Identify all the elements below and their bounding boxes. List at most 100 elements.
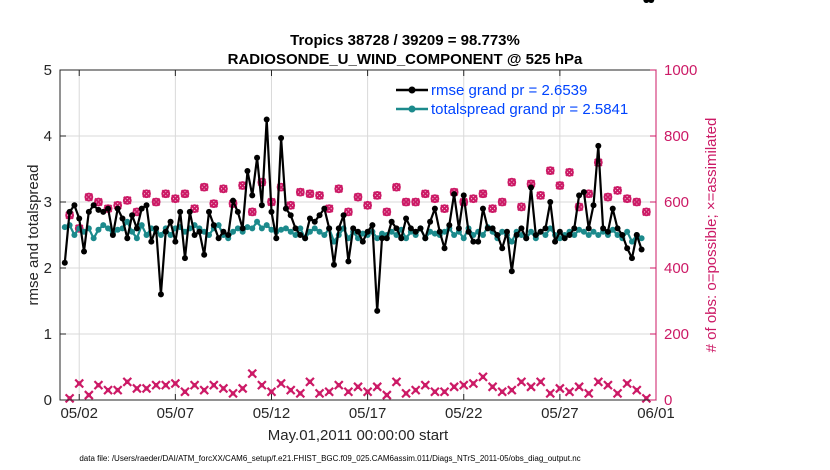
rmse-point [494,232,501,238]
obs-assimilated-point [343,386,354,397]
totalspread-point [576,226,583,233]
obs-assimilated-point [218,383,229,394]
obs-assimilated-point [276,378,286,389]
rmse-point [441,245,448,252]
rmse-point [61,259,68,266]
totalspread-point [628,238,635,245]
rmse-point [191,232,198,238]
rmse-point [364,228,371,235]
rmse-point [157,291,164,298]
rmse-point [427,218,434,225]
rmse-point [609,205,616,212]
rmse-point [302,235,309,242]
obs-assimilated-point [478,372,488,382]
rmse-point [412,228,419,235]
obs-possible-point [632,197,642,207]
rmse-point [297,232,304,238]
rmse-point [614,225,621,232]
rmse-point [460,192,467,199]
totalspread-point [330,238,337,245]
obs-possible-point [305,189,315,199]
rmse-point [143,202,150,209]
totalspread-point [441,228,448,235]
x-tick-label: 06/01 [637,405,675,422]
rmse-point [513,232,520,238]
obs-assimilated-point [93,380,104,390]
y-axis-right: 0 200 400 600 800 1000 [650,62,697,409]
y-right-tick-label: 800 [664,128,689,145]
obs-assimilated-point [141,383,152,394]
rmse-point [561,235,568,242]
obs-assimilated-point [295,388,306,399]
totalspread-point [479,232,486,238]
obs-possible-point [372,191,382,200]
totalspread-point [143,232,150,238]
rmse-point [230,197,237,204]
obs-assimilated-point [612,388,623,399]
rmse-point [393,225,400,232]
rmse-point [374,307,381,314]
rmse-point [504,228,510,235]
totalspread-point [590,228,597,235]
totalspread-point [311,225,318,232]
obs-possible-point [84,192,94,202]
legend-totalspread-label: totalspread grand pr = 2.5841 [431,101,628,118]
obs-assimilated-point [439,386,450,397]
rmse-point [345,258,352,265]
obs-assimilated-point [535,377,546,387]
obs-assimilated-point [84,390,94,400]
obs-assimilated-point [545,388,556,399]
obs-possible-point [536,191,546,200]
rmse-point [263,116,270,123]
totalspread-point [138,222,145,229]
totalspread-point [638,235,645,242]
totalspread-point [133,235,140,242]
rmse-point [85,208,92,215]
obs-assimilated-point [324,386,334,397]
rmse-point [66,208,73,215]
rmse-point [273,235,280,242]
obs-assimilated-point [180,386,190,397]
totalspread-point [292,232,299,238]
rmse-point [624,245,631,252]
obs-assimilated-point [430,386,440,397]
rmse-point [340,212,347,219]
rmse-point [484,225,491,232]
totalspread-point [359,230,366,237]
obs-assimilated-point [391,377,402,387]
obs-possible-point [315,191,324,200]
rmse-point [379,235,386,242]
rmse-point [537,228,544,235]
rmse-point [282,205,289,212]
rmse-point [499,245,506,252]
obs-assimilated-point [247,368,258,379]
obs-assimilated-point [497,386,507,397]
rmse-point [335,225,342,232]
obs-assimilated-point [199,385,209,395]
rmse-point [355,228,361,235]
totalspread-point [580,228,587,235]
rmse-point [326,225,333,232]
rmse-point [398,235,405,242]
obs-assimilated-point [564,386,575,397]
rmse-point [330,261,337,268]
rmse-point [403,215,410,222]
totalspread-point [451,232,458,238]
obs-assimilated-point [170,378,181,389]
rmse-point [556,228,563,235]
rmse-point [359,238,366,245]
obs-possible-point [545,166,555,176]
rmse-point [619,232,626,238]
rmse-point [153,225,160,232]
totalspread-point [278,226,285,233]
rmse-point [129,212,136,219]
totalspread-point [316,228,323,235]
x-tick-label: 05/07 [157,405,195,422]
obs-possible-point [622,194,632,204]
rmse-point [475,238,482,245]
y-axis-left: 0 1 2 3 4 5 [44,62,66,409]
rmse-point [95,206,102,213]
rmse-point [465,228,472,235]
totalspread-point [249,225,256,232]
